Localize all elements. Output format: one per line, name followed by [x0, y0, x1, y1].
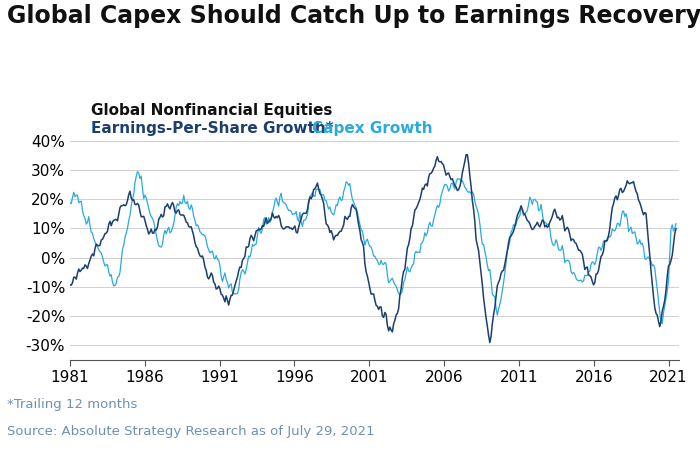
Text: Source: Absolute Strategy Research as of July 29, 2021: Source: Absolute Strategy Research as of…	[7, 425, 374, 438]
Text: Global Nonfinancial Equities: Global Nonfinancial Equities	[91, 104, 332, 118]
Text: Earnings-Per-Share Growth*: Earnings-Per-Share Growth*	[91, 122, 334, 136]
Text: *Trailing 12 months: *Trailing 12 months	[7, 398, 137, 411]
Text: Global Capex Should Catch Up to Earnings Recovery: Global Capex Should Catch Up to Earnings…	[7, 4, 700, 28]
Text: Capex Growth: Capex Growth	[312, 122, 432, 136]
